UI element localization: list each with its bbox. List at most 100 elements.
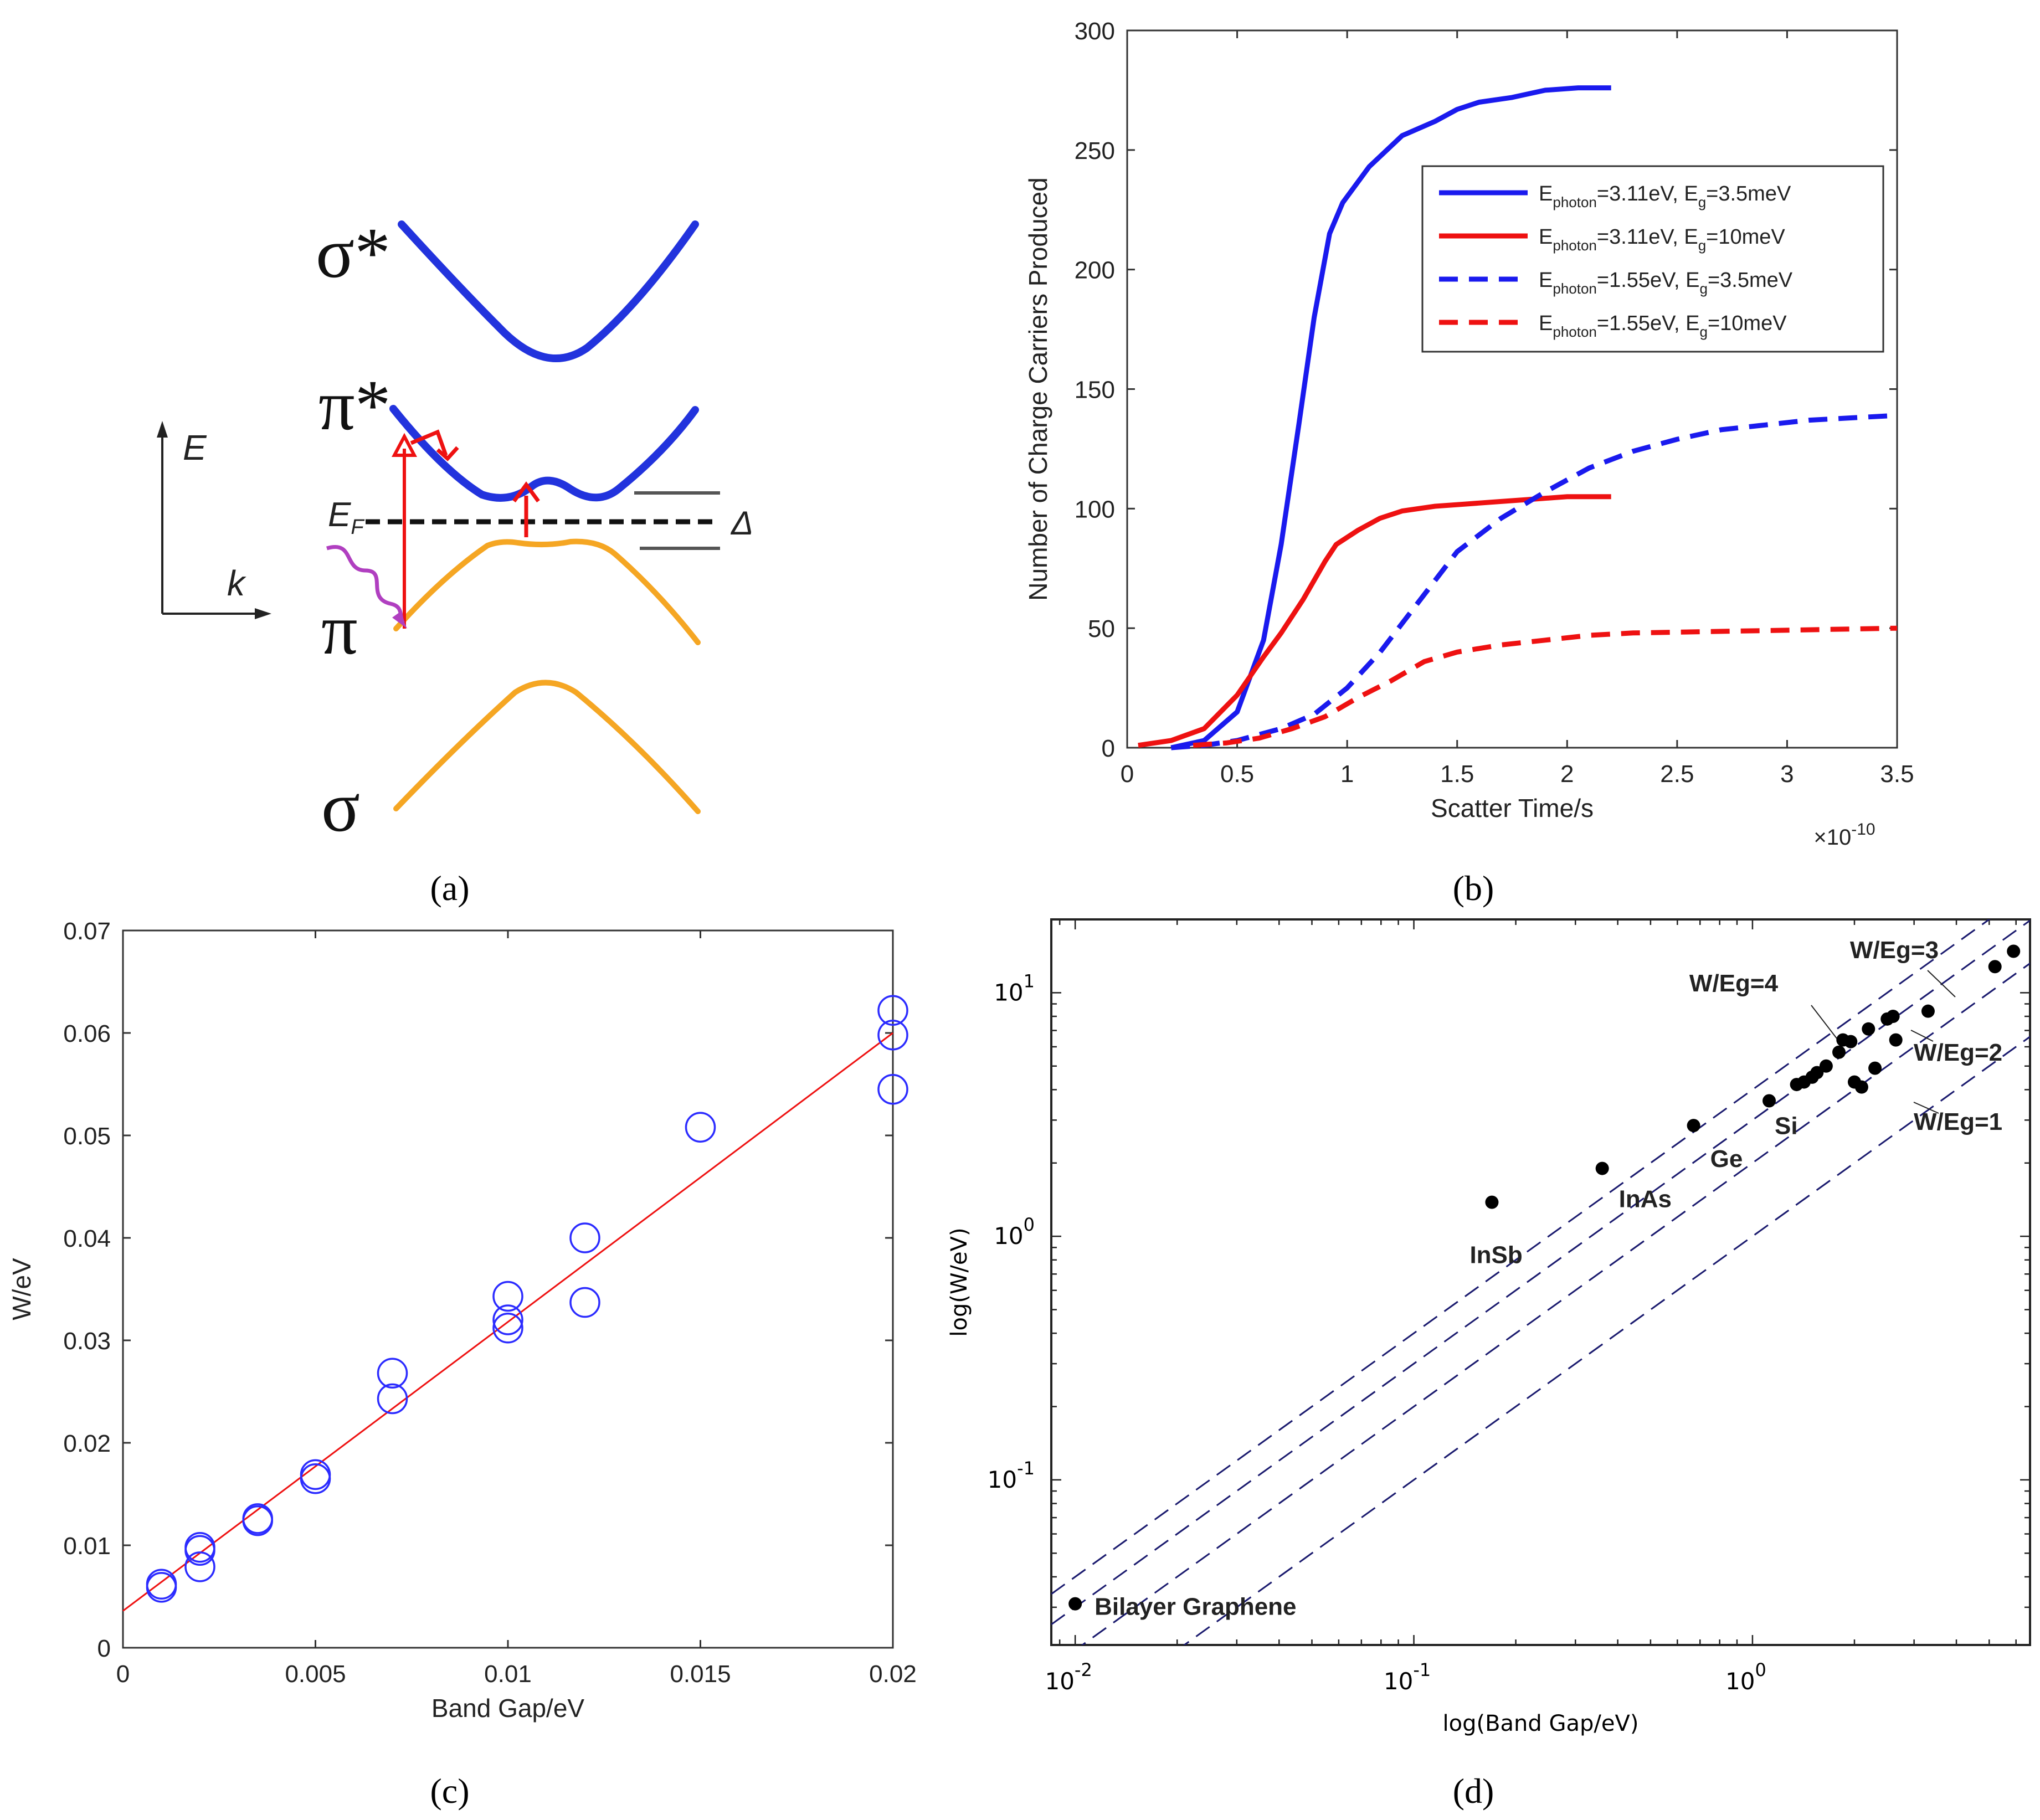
k-axis-label: k	[227, 563, 246, 603]
y-tick-label: 0.06	[63, 1020, 111, 1047]
ref-line	[1081, 963, 2030, 1645]
data-point	[685, 1112, 716, 1143]
point-label: InAs	[1619, 1186, 1672, 1213]
x-tick-label: 0	[116, 1660, 130, 1688]
data-point	[569, 1222, 600, 1253]
data-point	[377, 1383, 408, 1415]
data-point	[242, 1503, 273, 1534]
series-line-4	[1193, 625, 1898, 748]
data-point	[1921, 1004, 1935, 1018]
data-point	[492, 1304, 523, 1335]
data-point	[877, 1074, 908, 1105]
point-label: Bilayer Graphene	[1094, 1593, 1296, 1621]
data-point	[877, 1019, 908, 1051]
ref-label-leader	[1913, 1102, 1939, 1114]
k-axis-arrowhead	[255, 608, 271, 619]
x-tick-label: 2	[1560, 760, 1574, 788]
y-tick-label: 0.03	[63, 1328, 111, 1355]
ref-line-label: W/Eg=4	[1689, 970, 1779, 997]
data-point	[1832, 1045, 1846, 1059]
x-axis-label: Band Gap/eV	[431, 1694, 585, 1723]
panel-label-c: (c)	[430, 1771, 469, 1811]
relaxation-arrow	[410, 429, 448, 456]
panel-b-chart: 0 0.5 1 1.5 2 2.5 3 3.5 0 50 100 150 200 250 300 Scatte…	[1024, 18, 1914, 850]
point-label: Ge	[1710, 1145, 1743, 1173]
panel-label-a: (a)	[430, 868, 469, 908]
data-point	[377, 1358, 408, 1389]
label-sigma-star: σ*	[316, 213, 390, 293]
data-point	[1485, 1195, 1499, 1209]
ref-line	[1051, 919, 1991, 1595]
x-tick-label: 0	[1121, 760, 1134, 788]
series-line-1	[1170, 85, 1611, 750]
x-axis-label: Scatter Time/s	[1431, 794, 1594, 822]
data-point	[1844, 1035, 1858, 1048]
data-point	[492, 1281, 523, 1312]
y-tick-label: 150	[1075, 377, 1115, 404]
x-tick-label: 100	[1725, 1659, 1766, 1695]
band-pi	[393, 538, 701, 645]
x-tick-label: 1.5	[1440, 760, 1474, 788]
data-point	[1862, 1022, 1875, 1036]
y-tick-label: 300	[1075, 18, 1115, 45]
y-tick-label: 0.04	[63, 1225, 111, 1252]
legend-entry: Ephoton=3.11eV, Eg=10meV	[1539, 225, 1785, 254]
data-point	[1988, 960, 2002, 974]
data-point	[1068, 1597, 1082, 1611]
data-point	[1687, 1119, 1700, 1133]
y-tick-label: 0.02	[63, 1430, 111, 1457]
legend-entry: Ephoton=1.55eV, Eg=10meV	[1539, 312, 1787, 340]
point-label: InSb	[1469, 1242, 1522, 1269]
data-point	[1889, 1033, 1903, 1047]
x-tick-label: 10-1	[1384, 1659, 1431, 1695]
data-point	[146, 1572, 177, 1603]
y-axis-label: Number of Charge Carriers Produced	[1024, 177, 1052, 600]
data-point	[492, 1313, 523, 1344]
data-point	[1854, 1080, 1868, 1094]
data-point	[300, 1463, 331, 1494]
data-point	[184, 1535, 215, 1566]
gap-delta-label: Δ	[730, 505, 753, 542]
y-tick-label: 0.05	[63, 1123, 111, 1150]
y-tick-label: 0.07	[63, 918, 111, 945]
band-pi-star	[389, 405, 699, 502]
y-tick-label: 50	[1088, 615, 1115, 642]
x-tick-label: 0.5	[1220, 760, 1254, 788]
band-sigma	[393, 680, 701, 814]
data-point	[1886, 1010, 1900, 1024]
x-tick-label: 1	[1340, 760, 1354, 788]
ref-line-label: W/Eg=3	[1850, 937, 1939, 964]
y-axis-label: W/eV	[7, 1258, 36, 1320]
x-tick-label: 0.02	[869, 1660, 917, 1688]
panel-label-b: (b)	[1453, 868, 1494, 908]
plot-area	[1050, 918, 2031, 1646]
point-label: Si	[1775, 1113, 1798, 1140]
series-line-3	[1171, 413, 1898, 750]
label-pi-star: π*	[318, 366, 391, 445]
y-tick-label: 101	[994, 970, 1035, 1006]
data-point	[1868, 1061, 1882, 1075]
plot-area	[122, 929, 894, 1649]
x-tick-label: 3	[1780, 760, 1794, 788]
ref-label-leader	[1927, 970, 1956, 998]
data-point	[1762, 1094, 1776, 1108]
reference-lines	[1051, 919, 2030, 1645]
band-sigma-star	[398, 220, 699, 362]
ref-line	[1183, 1036, 2030, 1645]
x-multiplier: ×10-10	[1813, 820, 1875, 850]
label-pi: π	[321, 590, 358, 670]
fermi-label: EF	[328, 496, 364, 539]
ref-line-label: W/Eg=1	[1914, 1108, 2002, 1135]
ref-label-leader	[1910, 1030, 1934, 1042]
panel-d-chart: 10-2 10-1 100 10-1 100 101 log(Band Gap/eV) log…	[947, 918, 2031, 1736]
fit-line	[122, 1032, 893, 1612]
y-tick-label: 0	[1102, 735, 1115, 762]
data-point	[569, 1287, 600, 1318]
panel-a-band-diagram: σ* π* π σ E k EF Δ	[157, 213, 753, 847]
y-axis-label: log(W/eV)	[947, 1227, 972, 1336]
x-tick-label: 3.5	[1880, 760, 1914, 788]
y-tick-label: 0.01	[63, 1533, 111, 1560]
x-tick-label: 10-2	[1045, 1659, 1092, 1695]
data-point	[2007, 944, 2021, 958]
data-point	[877, 995, 908, 1026]
